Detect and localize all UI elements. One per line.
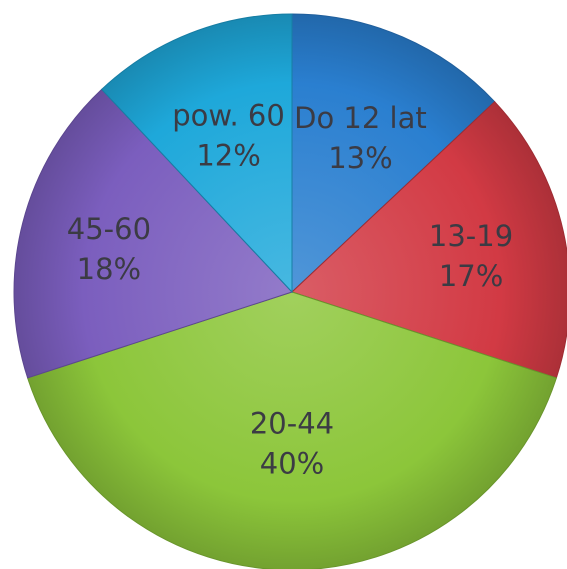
slice-percent-label: 17% bbox=[439, 259, 503, 293]
labels-layer: Do 12 lat 13% 13-19 17% 20-44 40% 45-60 18% pow.… bbox=[67, 99, 513, 481]
pie-slice-45-60 bbox=[13, 88, 293, 379]
pie-label-20-44: 20-44 40% bbox=[250, 406, 334, 480]
slice-category-label: pow. 60 bbox=[172, 99, 285, 133]
slice-category-label: 13-19 bbox=[429, 219, 513, 253]
slice-percent-label: 12% bbox=[196, 139, 260, 173]
pie-label-do-12-lat: Do 12 lat 13% bbox=[294, 101, 427, 175]
slice-category-label: Do 12 lat bbox=[294, 101, 427, 135]
slice-category-label: 45-60 bbox=[67, 212, 151, 246]
slice-percent-label: 18% bbox=[77, 252, 141, 286]
slices-layer bbox=[13, 13, 567, 569]
pie-slice-20-44 bbox=[26, 291, 558, 569]
slice-category-label: 20-44 bbox=[250, 406, 334, 440]
pie-label-13-19: 13-19 17% bbox=[429, 219, 513, 293]
pie-slice-pow-60 bbox=[100, 13, 293, 294]
slice-percent-label: 13% bbox=[328, 141, 392, 175]
pie-label-pow-60: pow. 60 12% bbox=[172, 99, 285, 173]
pie-label-45-60: 45-60 18% bbox=[67, 212, 151, 286]
slice-percent-label: 40% bbox=[260, 446, 324, 480]
pie-slice-do-12-lat bbox=[291, 13, 496, 294]
pie-slice-13-19 bbox=[291, 100, 567, 379]
